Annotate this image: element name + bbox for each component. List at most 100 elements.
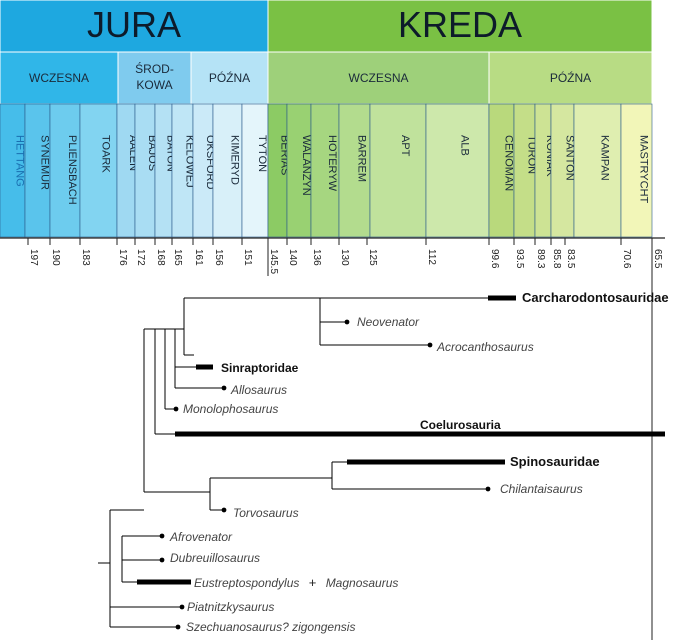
epoch-label: PÓŹNA [550,70,591,85]
stage-label: BARREM [356,135,368,182]
stage-block [310,103,340,238]
stage-label: SYNEMUR [39,135,51,190]
age-tick-label: 165 [172,249,183,266]
taxon-monolophosaurus: Monolophosaurus [183,402,278,416]
stage-label: ALB [459,135,471,156]
stage-label: MASTRYCHT [638,135,650,204]
taxon-point [173,406,179,412]
age-tick-label: 136 [311,249,322,266]
taxon-piatnitzkysaurus: Piatnitzkysaurus [187,600,274,614]
stage-label: WALANŻYN [300,135,313,196]
taxon-labels: Carcharodontosauridae Neovenator Acrocan… [169,290,669,634]
stage-block [79,103,118,238]
taxon-eustreptospondylus: Eustreptospondylus + Magnosaurus [194,575,398,590]
epoch-label: ŚROD-KOWA [135,61,174,92]
age-tick-label: 168 [155,249,166,266]
stage-block [573,103,622,238]
taxon-point [159,557,165,563]
age-tick-label: 99.6 [489,249,500,269]
age-tick-label: 83.5 [565,249,576,269]
taxon-point [175,624,181,630]
age-tick-label: 172 [135,249,146,266]
age-tick-label: 112 [426,249,437,265]
stage-label: KAMPAN [599,135,611,181]
cladogram-tree [98,238,665,640]
taxon-szechuanosaurus: Szechuanosaurus? zigongensis [186,620,355,634]
taxon-eustreptospondylus-name: Eustreptospondylus [194,576,299,590]
stage-block [212,103,243,238]
stage-block [488,103,515,238]
stage-row: HETTANG SYNEMUR PLIENSBACH TOARK AALEN BAJOS B… [0,103,653,238]
age-tick-label: 183 [80,249,91,266]
taxon-point [485,486,491,492]
stage-label: APT [399,135,411,157]
age-tick-label: 93.5 [514,249,525,269]
taxon-point [179,604,185,610]
taxon-torvosaurus: Torvosaurus [233,506,299,520]
stage-label: SANTON [564,135,576,181]
taxon-acrocanthosaurus: Acrocanthosaurus [436,340,534,354]
epoch-label: WCZESNA [29,71,89,85]
stage-label: TYTON [256,135,268,172]
age-tick-label: 140 [287,249,298,266]
stage-block [425,103,490,238]
age-tick-label: 145.5 [268,249,279,274]
stage-block [24,103,51,238]
age-tick-label: 70.6 [621,249,632,269]
stage-label: KIMERYD [229,135,241,185]
stage-block [241,103,269,238]
epoch-block [117,51,192,105]
age-tick-label: 161 [193,249,204,266]
epoch-block [488,51,653,105]
stage-label: HOTERYW [326,135,338,192]
epoch-block [0,51,119,105]
age-tick-label: 151 [242,249,253,266]
epoch-block [267,51,490,105]
taxon-carcharodontosauridae: Carcharodontosauridae [522,290,669,305]
taxon-point [221,385,227,391]
taxon-point [159,533,165,539]
stage-label: KELOWEJ [184,135,196,188]
stage-block [369,103,427,238]
stage-label: TOARK [100,135,112,173]
taxon-neovenator: Neovenator [357,315,420,329]
plus-sign: + [309,575,317,590]
age-tick-label: 156 [213,249,224,266]
taxon-magnosaurus: Magnosaurus [326,576,399,590]
taxon-spinosauridae: Spinosauridae [510,454,600,469]
stage-label: TURON [526,135,538,174]
period-block [0,0,269,53]
stage-block [620,103,653,238]
taxon-afrovenator: Afrovenator [169,530,233,544]
stage-label: CENOMAN [503,135,515,191]
age-tick-label: 190 [50,249,61,266]
period-label: JURA [87,4,181,45]
taxon-allosaurus: Allosaurus [230,383,287,397]
period-row: JURA KREDA [0,0,653,53]
stage-block [49,103,81,238]
age-tick-label: 65.5 [652,249,663,269]
epoch-label: PÓŹNA [209,70,250,85]
period-block [267,0,653,53]
taxon-point [221,507,227,513]
stage-block [286,103,312,238]
age-axis: 197 190 183 176 172 168 165 161 156 151 145.5 140 13… [0,237,665,274]
taxon-coelurosauria: Coelurosauria [420,418,501,432]
taxon-sinraptoridae: Sinraptoridae [221,361,299,375]
epoch-label: WCZESNA [349,71,409,85]
taxon-chilantaisaurus: Chilantaisaurus [500,482,583,496]
age-tick-label: 89.3 [535,249,546,269]
age-tick-label: 125 [367,249,378,266]
age-tick-label: 130 [339,249,350,266]
stage-label: HETTANG [14,135,26,187]
epoch-row: WCZESNA ŚROD-KOWA PÓŹNA WCZESNA PÓŹNA [0,51,653,105]
stage-label: PLIENSBACH [66,135,78,205]
age-tick-label: 197 [28,249,39,266]
stage-block [0,103,26,238]
taxon-point [344,319,350,325]
age-tick-label: 176 [117,249,128,266]
stage-block [338,103,371,238]
period-label: KREDA [398,4,522,45]
age-tick-label: 85.8 [551,249,562,269]
